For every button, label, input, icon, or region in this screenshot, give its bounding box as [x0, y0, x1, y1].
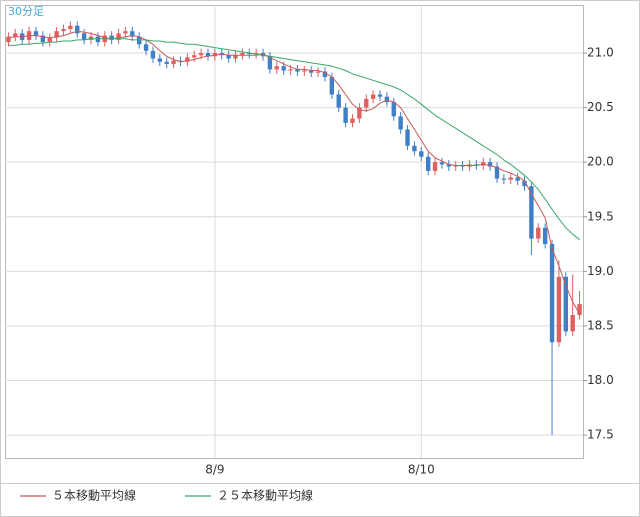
candle-body — [329, 77, 335, 95]
legend-label: ２５本移動平均線 — [217, 488, 313, 503]
candle-body — [13, 33, 18, 37]
candle-body — [412, 145, 417, 152]
candle-body — [322, 71, 328, 78]
candle-body — [47, 37, 52, 43]
candle-body — [233, 55, 238, 59]
candle-body — [143, 44, 149, 51]
candle-body — [178, 60, 183, 62]
candle-body — [61, 29, 66, 32]
candle-body — [508, 177, 513, 180]
candle-body — [295, 69, 300, 72]
candle-body — [247, 53, 252, 55]
candle-body — [474, 164, 479, 166]
candle-body — [377, 94, 383, 97]
candle-body — [157, 58, 163, 62]
candle-body — [150, 50, 156, 59]
candle-body — [453, 165, 458, 167]
candle-body — [130, 31, 135, 37]
plot-area — [5, 5, 584, 459]
candle-body — [54, 31, 59, 38]
y-tick-label: 20.0 — [587, 155, 614, 169]
candle-body — [212, 53, 218, 57]
candle-body — [81, 33, 87, 40]
x-tick-label: 8/9 — [205, 463, 224, 477]
candle-body — [136, 36, 142, 45]
candle-body — [88, 36, 94, 40]
candle-body — [109, 35, 114, 40]
y-tick-label: 20.5 — [587, 100, 614, 114]
candle-body — [281, 66, 286, 71]
candle-body — [364, 98, 369, 108]
candle-body — [302, 70, 307, 72]
candle-body — [95, 36, 101, 43]
candle-body — [343, 107, 348, 123]
candle-body — [391, 102, 396, 117]
candle-body — [460, 165, 465, 167]
candle-body — [542, 227, 548, 245]
y-tick-label: 19.0 — [587, 264, 614, 278]
candle-body — [75, 25, 80, 34]
candle-body — [425, 156, 431, 171]
chart-title: 30分足 — [8, 5, 44, 18]
candle-body — [171, 60, 176, 64]
candle-body — [405, 129, 410, 146]
candle-body — [6, 36, 11, 43]
candle-body — [274, 66, 279, 70]
ma-line — [8, 30, 581, 315]
candle-body — [309, 70, 314, 73]
candle-body — [522, 180, 527, 187]
candle-body — [563, 276, 568, 332]
candle-body — [267, 56, 273, 70]
y-tick-label: 19.5 — [587, 209, 614, 223]
candle-body — [536, 227, 541, 239]
candle-body — [515, 177, 520, 181]
candle-body — [487, 162, 493, 167]
candle-body — [439, 162, 445, 165]
candle-body — [370, 94, 376, 99]
candle-body — [549, 244, 555, 343]
candle-body — [481, 162, 486, 166]
candle-body — [123, 31, 128, 34]
candle-body — [315, 71, 321, 73]
candle-body — [494, 166, 500, 179]
candle-body — [529, 186, 534, 239]
candle-body — [570, 315, 575, 332]
y-tick-label: 18.0 — [587, 373, 614, 387]
candle-body — [68, 25, 73, 30]
candle-body — [419, 151, 424, 157]
y-tick-label: 17.5 — [587, 428, 614, 442]
candle-body — [192, 55, 197, 58]
candle-body — [33, 31, 39, 36]
ma-line — [8, 38, 580, 241]
candle-body — [185, 57, 190, 62]
candle-body — [288, 69, 293, 71]
candle-body — [40, 35, 46, 43]
candle-body — [432, 162, 438, 171]
legend-label: ５本移動平均線 — [52, 488, 136, 503]
candle-body — [198, 53, 204, 56]
candle-body — [240, 53, 245, 56]
candle-body — [336, 94, 341, 108]
candle-body — [350, 118, 355, 123]
y-tick-label: 21.0 — [587, 46, 614, 60]
candle-body — [398, 116, 403, 130]
candle-body — [357, 107, 362, 119]
candle-body — [501, 178, 507, 180]
y-tick-label: 18.5 — [587, 318, 614, 332]
candle-body — [556, 276, 562, 343]
candle-body — [577, 304, 582, 316]
candle-body — [164, 61, 169, 64]
candle-body — [116, 33, 121, 40]
candle-body — [384, 96, 390, 103]
candle-body — [253, 53, 259, 55]
candle-body — [446, 164, 452, 167]
candle-body — [205, 53, 211, 57]
x-tick-label: 8/10 — [408, 463, 435, 477]
candle-body — [226, 55, 231, 59]
